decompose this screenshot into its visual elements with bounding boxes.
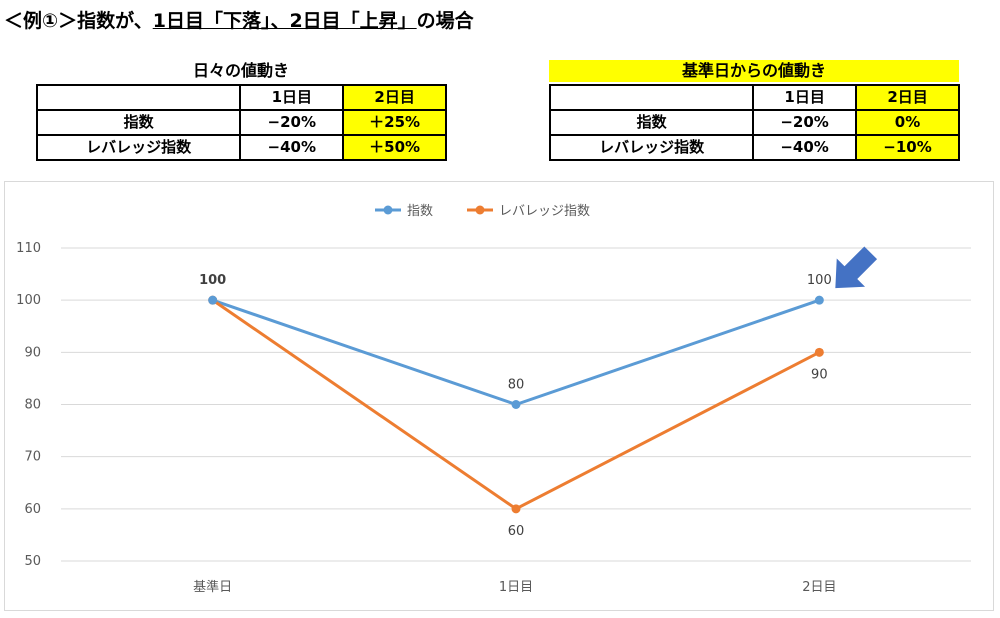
- data-label: 90: [811, 367, 828, 382]
- chart-area: 50 60 70 80 90 100 110 基準日 1日目 2日目 100 80 100 60 90 指数 レ…: [4, 181, 994, 611]
- line-chart: 50 60 70 80 90 100 110 基準日 1日目 2日目 100 80 100 60 90 指数 レ…: [16, 204, 971, 595]
- right-table-header-row: 1日目 2日目: [548, 84, 960, 111]
- data-label: 80: [508, 378, 525, 393]
- heading-underlined: 1日目「下落」、2日目「上昇」: [152, 10, 417, 32]
- left-table-cell: −40%: [239, 134, 345, 161]
- left-table-cell: ＋50%: [342, 134, 447, 161]
- data-point: [511, 400, 521, 409]
- y-tick-label: 90: [24, 345, 41, 360]
- right-table-cell: 0%: [855, 109, 960, 136]
- data-point: [814, 295, 824, 305]
- right-table-row-label: 指数: [548, 109, 755, 136]
- right-table-cell: −10%: [855, 134, 960, 161]
- left-table: 1日目 2日目 指数 −20% ＋25% レバレッジ指数 −40% ＋50%: [35, 84, 447, 161]
- data-point: [208, 295, 218, 305]
- left-table-header-cell: [35, 84, 242, 111]
- right-table-header-cell: [548, 84, 755, 111]
- left-table-header-row: 1日目 2日目: [35, 84, 447, 111]
- y-tick-label: 50: [24, 554, 41, 569]
- y-tick-label: 110: [16, 241, 41, 256]
- heading-suffix: の場合: [416, 10, 474, 32]
- legend-label: 指数: [407, 204, 433, 219]
- right-table-header-cell: 1日目: [752, 84, 858, 111]
- right-table-row-label: レバレッジ指数: [548, 134, 755, 161]
- left-table-row-label: 指数: [35, 109, 242, 136]
- data-label: 100: [199, 273, 226, 288]
- arrow-shape: [835, 246, 878, 289]
- left-table-cell: ＋25%: [342, 109, 447, 136]
- y-tick-label: 70: [24, 450, 41, 465]
- x-tick-label: 基準日: [193, 579, 232, 595]
- y-tick-label: 80: [24, 398, 41, 413]
- right-table: 1日目 2日目 指数 −20% 0% レバレッジ指数 −40% −10%: [548, 84, 960, 161]
- left-table-row: レバレッジ指数 −40% ＋50%: [35, 134, 447, 161]
- left-table-header-cell: 2日目: [342, 84, 447, 111]
- x-tick-label: 2日目: [802, 580, 836, 595]
- y-tick-label: 100: [16, 293, 41, 308]
- x-tick-label: 1日目: [499, 580, 533, 595]
- left-table-row: 指数 −20% ＋25%: [35, 109, 447, 136]
- data-label: 100: [807, 273, 832, 288]
- right-table-row: 指数 −20% 0%: [548, 109, 960, 136]
- left-table-header-cell: 1日目: [239, 84, 345, 111]
- heading-prefix: ＜例①＞指数が、: [4, 10, 153, 32]
- page-heading: ＜例①＞指数が、1日目「下落」、2日目「上昇」の場合: [4, 6, 474, 33]
- right-table-cell: −20%: [752, 109, 858, 136]
- data-point: [814, 347, 824, 357]
- legend-label: レバレッジ指数: [499, 204, 590, 219]
- data-label: 60: [508, 524, 525, 539]
- left-table-caption: 日々の値動き: [192, 61, 289, 80]
- y-tick-label: 60: [24, 502, 41, 517]
- right-table-caption: 基準日からの値動き: [549, 60, 959, 82]
- right-table-row: レバレッジ指数 −40% −10%: [548, 134, 960, 161]
- legend-marker: [475, 205, 485, 215]
- annotation-arrow-icon: [835, 246, 878, 289]
- right-table-header-cell: 2日目: [855, 84, 960, 111]
- right-table-cell: −40%: [752, 134, 858, 161]
- left-table-cell: −20%: [239, 109, 345, 136]
- legend-marker: [383, 205, 393, 215]
- data-point: [511, 504, 521, 514]
- left-table-row-label: レバレッジ指数: [35, 134, 242, 161]
